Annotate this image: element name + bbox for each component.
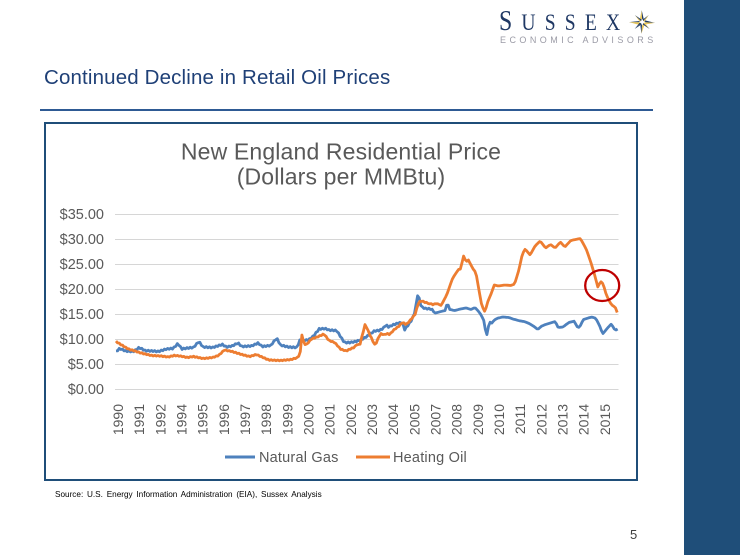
svg-text:1995: 1995 <box>195 404 211 435</box>
svg-text:Natural Gas: Natural Gas <box>259 450 339 466</box>
svg-text:2003: 2003 <box>364 404 380 435</box>
svg-text:2008: 2008 <box>449 404 465 435</box>
svg-text:2000: 2000 <box>301 404 317 435</box>
svg-text:2002: 2002 <box>343 404 359 435</box>
svg-text:$15.00: $15.00 <box>60 307 104 323</box>
svg-text:1992: 1992 <box>152 404 168 435</box>
svg-text:$25.00: $25.00 <box>60 257 104 273</box>
svg-text:$10.00: $10.00 <box>60 332 104 348</box>
svg-text:2013: 2013 <box>555 404 571 435</box>
svg-text:New England Residential Price: New England Residential Price <box>181 139 501 165</box>
svg-text:2012: 2012 <box>533 404 549 435</box>
svg-text:2015: 2015 <box>597 404 613 435</box>
svg-text:1990: 1990 <box>110 404 126 435</box>
svg-text:2009: 2009 <box>470 404 486 435</box>
svg-text:$5.00: $5.00 <box>68 357 104 373</box>
svg-text:2014: 2014 <box>576 404 592 435</box>
svg-text:$20.00: $20.00 <box>60 282 104 298</box>
svg-text:1996: 1996 <box>216 404 232 435</box>
svg-text:(Dollars per MMBtu): (Dollars per MMBtu) <box>237 164 446 190</box>
svg-text:$35.00: $35.00 <box>60 207 104 223</box>
svg-text:1999: 1999 <box>279 404 295 435</box>
svg-text:2005: 2005 <box>406 404 422 435</box>
svg-text:Heating Oil: Heating Oil <box>393 450 467 466</box>
svg-text:2004: 2004 <box>385 404 401 435</box>
svg-text:2011: 2011 <box>512 404 528 434</box>
svg-text:1991: 1991 <box>131 404 147 435</box>
svg-text:1997: 1997 <box>237 404 253 435</box>
svg-text:1994: 1994 <box>174 404 190 435</box>
svg-text:2001: 2001 <box>322 404 338 435</box>
svg-text:1998: 1998 <box>258 404 274 435</box>
svg-text:$30.00: $30.00 <box>60 232 104 248</box>
svg-text:2007: 2007 <box>428 404 444 435</box>
svg-text:$0.00: $0.00 <box>68 382 104 398</box>
svg-text:2010: 2010 <box>491 404 507 435</box>
